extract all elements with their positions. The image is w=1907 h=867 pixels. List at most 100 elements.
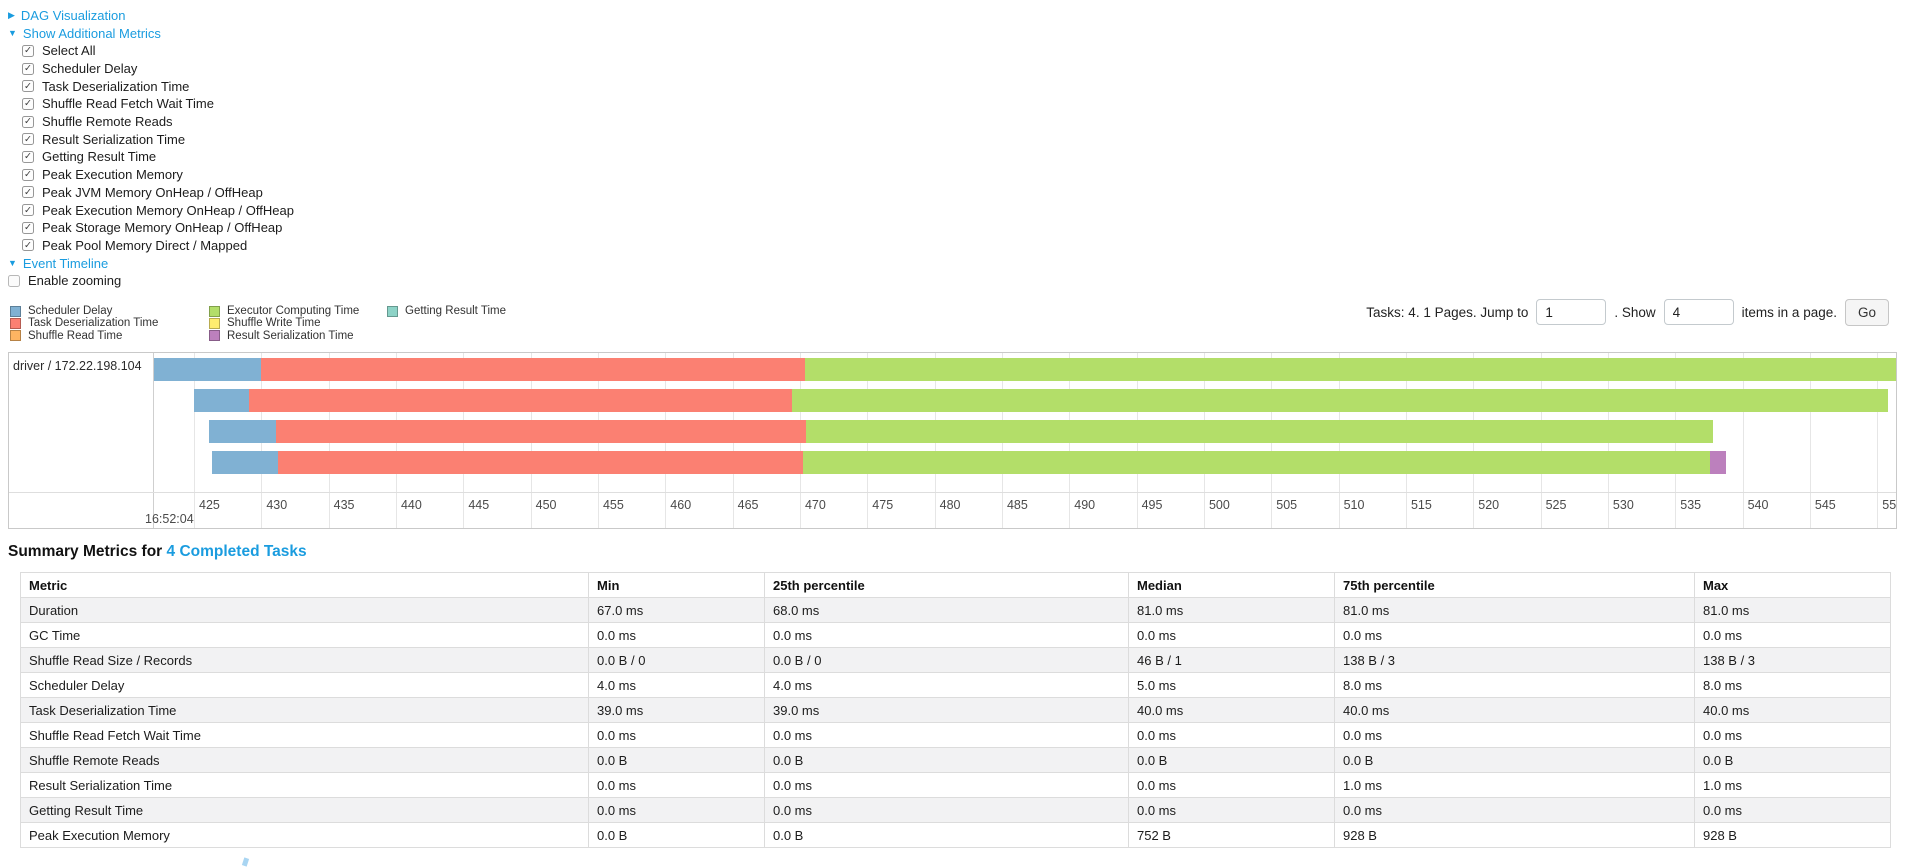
- metric-checkbox-checked[interactable]: ✓: [22, 204, 34, 217]
- show-additional-metrics-toggle[interactable]: ▼ Show Additional Metrics: [8, 24, 294, 42]
- clipped-element-fragment: [241, 857, 250, 867]
- timeline-segment-task_deserialization: [248, 389, 792, 412]
- summary-table-row: Shuffle Remote Reads 0.0 B 0.0 B 0.0 B 0.0 B…: [20, 747, 1891, 773]
- summary-metric-value: 0.0 B / 0: [588, 647, 765, 673]
- summary-metric-name: Shuffle Remote Reads: [20, 747, 589, 773]
- timeline-segment-executor_computing: [803, 451, 1711, 474]
- summary-table-row: Shuffle Read Fetch Wait Time 0.0 ms 0.0 ms…: [20, 722, 1891, 748]
- timeline-tick-label: 495: [1141, 498, 1163, 512]
- timeline-tick-label: 485: [1006, 498, 1028, 512]
- summary-metric-value: 39.0 ms: [588, 697, 765, 723]
- timeline-tick-label: 540: [1747, 498, 1769, 512]
- summary-metric-value: 752 B: [1128, 822, 1335, 848]
- event-timeline-toggle[interactable]: ▼ Event Timeline: [8, 254, 294, 272]
- legend-swatch-shuffle_write: [209, 317, 220, 329]
- summary-metric-value: 0.0 ms: [1334, 622, 1695, 648]
- event-timeline-chart[interactable]: driver / 172.22.198.104 425 430 435 440 445 4…: [8, 352, 1897, 529]
- timeline-segment-scheduler_delay: [208, 420, 276, 443]
- timeline-task-bar[interactable]: [154, 451, 1896, 474]
- timeline-gridline: [1742, 353, 1744, 528]
- legend-column: Executor Computing Time Shuffle Write Tim…: [209, 305, 387, 342]
- metric-checkbox-checked[interactable]: ✓: [22, 186, 34, 199]
- summary-metric-value: 0.0 B / 0: [764, 647, 1129, 673]
- timeline-task-bar[interactable]: [154, 420, 1896, 443]
- collapsed-arrow-icon: ▶: [8, 9, 15, 20]
- legend-label: Task Deserialization Time: [28, 317, 159, 330]
- metric-checkbox-row: ✓ Result Serialization Time: [22, 130, 294, 148]
- legend-label: Shuffle Read Time: [28, 329, 123, 342]
- timeline-tick-label: 525: [1545, 498, 1567, 512]
- summary-metric-name: Result Serialization Time: [20, 772, 589, 798]
- items-per-page-input[interactable]: [1663, 299, 1734, 325]
- timeline-gridline: [1809, 353, 1811, 528]
- timeline-label-column-divider: [153, 353, 154, 528]
- metric-checkbox-row: ✓ Peak Execution Memory: [22, 166, 294, 184]
- timeline-gridline: [194, 353, 195, 528]
- expanded-arrow-icon: ▼: [8, 257, 17, 268]
- summary-table-row: Shuffle Read Size / Records 0.0 B / 0 0.0 …: [20, 647, 1891, 673]
- summary-metric-value: 40.0 ms: [1128, 697, 1335, 723]
- timeline-task-bar[interactable]: [154, 358, 1896, 381]
- metric-checkbox-label: Scheduler Delay: [42, 61, 138, 77]
- metric-checkbox-label: Shuffle Remote Reads: [42, 114, 173, 130]
- timeline-tick-label: 550: [1882, 498, 1897, 512]
- legend-swatch-task_deserialization: [10, 317, 21, 329]
- metric-checkbox-checked[interactable]: ✓: [22, 44, 34, 57]
- timeline-tick-label: 480: [939, 498, 961, 512]
- metric-checkbox-checked[interactable]: ✓: [22, 150, 34, 163]
- metric-checkbox-checked[interactable]: ✓: [22, 133, 34, 146]
- summary-metric-name: Shuffle Read Fetch Wait Time: [20, 722, 589, 748]
- timeline-tick-label: 545: [1814, 498, 1836, 512]
- metric-checkbox-checked[interactable]: ✓: [22, 115, 34, 128]
- metric-checkbox-row: ✓ Getting Result Time: [22, 148, 294, 166]
- jump-to-page-input[interactable]: [1536, 299, 1607, 325]
- summary-column-header: Median: [1128, 572, 1335, 598]
- summary-metric-value: 0.0 B: [1334, 747, 1695, 773]
- summary-metric-value: 0.0 ms: [588, 797, 765, 823]
- pagination-text: Tasks: 4. 1 Pages. Jump to: [1366, 304, 1529, 320]
- timeline-task-bar[interactable]: [154, 389, 1896, 412]
- metric-checkbox-checked[interactable]: ✓: [22, 168, 34, 181]
- metric-checkbox-checked[interactable]: ✓: [22, 97, 34, 110]
- summary-metric-value: 46 B / 1: [1128, 647, 1335, 673]
- dag-visualization-toggle[interactable]: ▶ DAG Visualization: [8, 6, 294, 24]
- legend-column: Getting Result Time: [387, 305, 506, 317]
- metric-checkbox-label: Select All: [42, 43, 96, 59]
- summary-metric-value: 0.0 ms: [588, 622, 765, 648]
- expanded-arrow-icon: ▼: [8, 27, 17, 38]
- timeline-tick-label: 435: [333, 498, 355, 512]
- metric-checkbox-checked[interactable]: ✓: [22, 221, 34, 234]
- summary-metric-name: Duration: [20, 597, 589, 623]
- go-button[interactable]: Go: [1844, 298, 1889, 326]
- summary-title-text: Summary Metrics for: [8, 543, 163, 560]
- timeline-tick-label: 470: [804, 498, 826, 512]
- metric-checkbox-row: ✓ Shuffle Remote Reads: [22, 113, 294, 131]
- summary-metric-value: 0.0 ms: [588, 722, 765, 748]
- timeline-segment-result_serialization: [1710, 451, 1727, 474]
- summary-table-row: Peak Execution Memory 0.0 B 0.0 B 752 B 928 …: [20, 822, 1891, 848]
- metric-checkbox-row: ✓ Shuffle Read Fetch Wait Time: [22, 95, 294, 113]
- metric-checkbox-label: Result Serialization Time: [42, 131, 186, 147]
- timeline-tick-label: 515: [1410, 498, 1432, 512]
- completed-tasks-link[interactable]: 4 Completed Tasks: [166, 543, 307, 560]
- summary-metric-value: 0.0 ms: [764, 722, 1129, 748]
- summary-metric-value: 138 B / 3: [1334, 647, 1695, 673]
- summary-metric-value: 4.0 ms: [764, 672, 1129, 698]
- legend-swatch-shuffle_read: [10, 330, 21, 342]
- summary-metric-value: 928 B: [1694, 822, 1891, 848]
- legend-swatch-result_serialization: [209, 330, 220, 342]
- summary-metric-value: 0.0 ms: [764, 797, 1129, 823]
- metric-checkbox-checked[interactable]: ✓: [22, 239, 34, 252]
- legend-item: Shuffle Write Time: [209, 317, 387, 329]
- timeline-tick-label: 460: [670, 498, 692, 512]
- timeline-tick-label: 500: [1208, 498, 1230, 512]
- timeline-tick-label: 440: [400, 498, 422, 512]
- metric-checkbox-checked[interactable]: ✓: [22, 80, 34, 93]
- summary-metric-value: 68.0 ms: [764, 597, 1129, 623]
- summary-metric-value: 0.0 ms: [1334, 797, 1695, 823]
- enable-zooming-checkbox[interactable]: [8, 274, 20, 287]
- legend-swatch-scheduler_delay: [10, 305, 21, 317]
- summary-metrics-title: Summary Metrics for 4 Completed Tasks: [8, 543, 307, 561]
- metric-checkbox-checked[interactable]: ✓: [22, 62, 34, 75]
